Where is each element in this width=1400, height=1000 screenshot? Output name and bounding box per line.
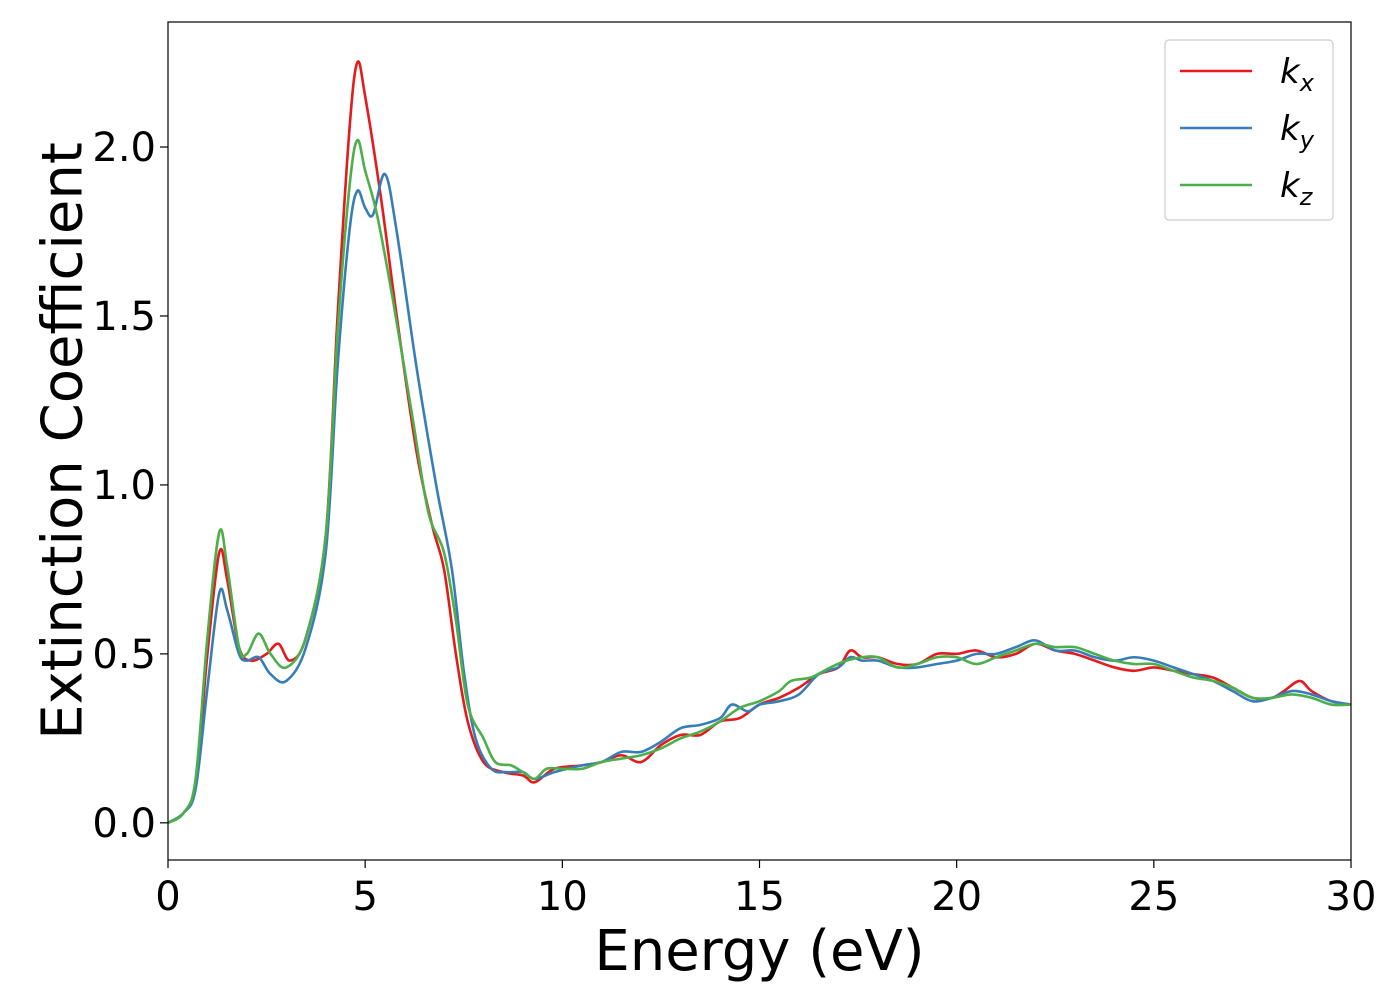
- x-tick-label: 10: [537, 874, 588, 920]
- legend-label-z: kz: [1280, 166, 1314, 211]
- series-line-z: [168, 138, 1351, 825]
- x-axis-ticks: 0 5 10 15 20 25 30: [155, 860, 1376, 920]
- legend-label-y: ky: [1280, 109, 1315, 154]
- x-tick-label: 15: [734, 874, 785, 920]
- y-tick-label: 0.0: [92, 801, 156, 847]
- x-axis-label: Energy (eV): [594, 919, 924, 984]
- y-axis-label: Extinction Coefficient: [31, 142, 96, 740]
- legend-label-x: kx: [1280, 52, 1315, 97]
- y-tick-label: 1.5: [92, 294, 156, 340]
- legend-box: [1164, 39, 1334, 221]
- y-tick-label: 1.0: [92, 463, 156, 509]
- series-layer: [168, 60, 1351, 825]
- x-tick-label: 5: [352, 874, 377, 920]
- y-tick-label: 0.5: [92, 632, 156, 678]
- legend: kx ky kz: [1164, 39, 1334, 221]
- x-tick-label: 30: [1326, 874, 1377, 920]
- x-tick-label: 0: [155, 874, 180, 920]
- x-tick-label: 20: [931, 874, 982, 920]
- y-axis-ticks: 0.0 0.5 1.0 1.5 2.0: [92, 125, 168, 847]
- x-tick-label: 25: [1128, 874, 1179, 920]
- y-tick-label: 2.0: [92, 125, 156, 171]
